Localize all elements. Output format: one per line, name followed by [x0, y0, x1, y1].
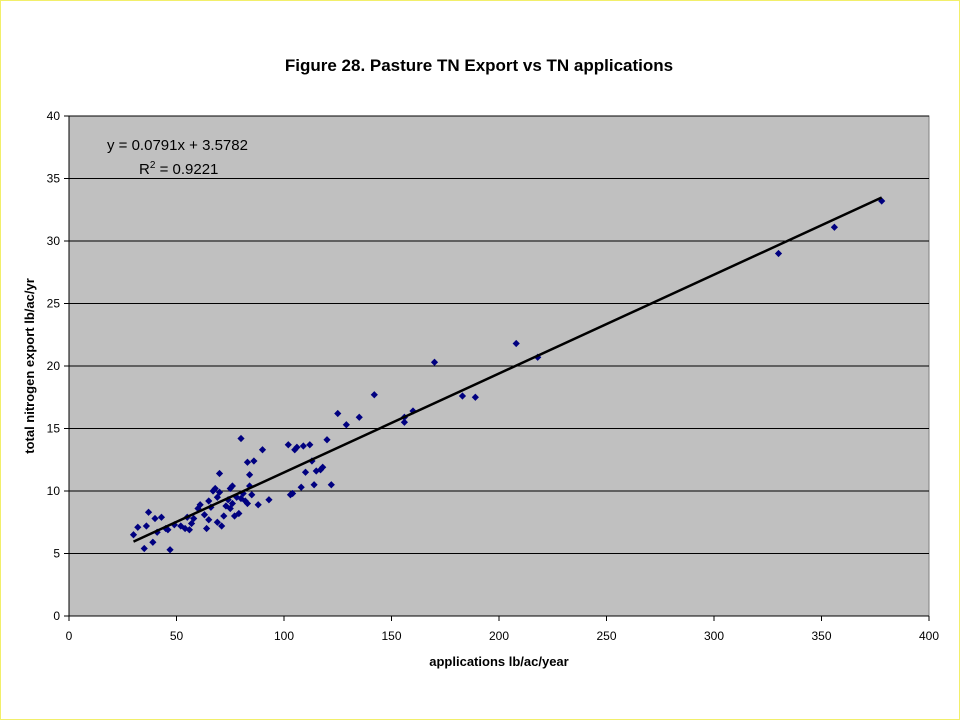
- data-point: [319, 463, 327, 471]
- data-point: [265, 496, 273, 504]
- data-point: [144, 508, 153, 516]
- data-point: [140, 544, 148, 553]
- data-point: [243, 499, 252, 508]
- x-tick-label: 350: [811, 629, 831, 643]
- data-point: [323, 436, 331, 444]
- x-tick-label: 50: [170, 629, 184, 643]
- data-point: [342, 421, 350, 429]
- x-tick-label: 150: [381, 629, 401, 643]
- data-point: [471, 393, 479, 401]
- y-tick-label: 5: [53, 547, 60, 561]
- data-point: [237, 434, 245, 443]
- data-point: [211, 484, 219, 493]
- data-point: [327, 481, 335, 489]
- data-point: [400, 418, 408, 426]
- y-tick-label: 10: [47, 484, 61, 498]
- data-point: [215, 488, 224, 496]
- y-tick-label: 35: [47, 172, 61, 186]
- data-point: [203, 524, 211, 533]
- y-axis-label: total nitrogen export lb/ac/yr: [22, 278, 37, 454]
- y-tick-label: 15: [47, 422, 61, 436]
- y-tick-label: 25: [47, 297, 61, 311]
- data-point: [243, 458, 252, 466]
- data-point: [218, 522, 226, 530]
- data-point: [830, 223, 838, 231]
- data-point: [129, 531, 138, 539]
- trendline-equation: y = 0.0791x + 3.5782: [107, 137, 248, 154]
- data-point: [185, 526, 193, 534]
- data-point: [166, 546, 174, 554]
- y-tick-label: 20: [47, 359, 61, 373]
- data-point: [284, 441, 292, 449]
- data-point: [250, 457, 258, 465]
- r-squared-label: R2 = 0.9221: [139, 160, 218, 178]
- data-point: [149, 538, 157, 546]
- data-point: [297, 483, 305, 491]
- x-tick-label: 100: [274, 629, 294, 643]
- data-point: [228, 499, 236, 508]
- data-point: [205, 516, 213, 524]
- x-tick-label: 400: [919, 629, 939, 643]
- data-point: [246, 471, 254, 479]
- data-point: [306, 441, 314, 449]
- x-tick-label: 250: [596, 629, 616, 643]
- data-point: [157, 513, 166, 521]
- data-point: [200, 511, 209, 519]
- data-point: [301, 468, 310, 476]
- data-point: [205, 497, 213, 505]
- data-point: [299, 442, 307, 450]
- data-point: [151, 514, 159, 523]
- plot-area: [64, 115, 930, 621]
- data-point: [213, 518, 221, 526]
- x-tick-label: 0: [66, 629, 73, 643]
- data-point: [142, 522, 150, 530]
- data-point: [258, 446, 267, 454]
- data-point: [774, 249, 783, 258]
- data-point: [248, 491, 256, 499]
- data-point: [512, 339, 520, 348]
- x-axis-label: applications lb/ac/year: [429, 654, 568, 669]
- y-tick-label: 30: [47, 234, 61, 248]
- data-point: [878, 197, 886, 205]
- data-point: [228, 482, 236, 490]
- data-point: [370, 391, 378, 399]
- data-point: [334, 409, 342, 418]
- data-point: [215, 469, 224, 478]
- data-point: [254, 501, 262, 509]
- data-point: [293, 443, 301, 451]
- data-point: [190, 514, 198, 523]
- data-point: [134, 523, 142, 531]
- data-point: [430, 358, 439, 366]
- y-tick-label: 0: [53, 609, 60, 623]
- y-tick-label: 40: [47, 109, 61, 123]
- data-point: [235, 509, 243, 518]
- data-point: [226, 504, 234, 513]
- x-tick-label: 200: [489, 629, 509, 643]
- data-point: [196, 501, 204, 509]
- x-tick-label: 300: [704, 629, 724, 643]
- data-point: [310, 481, 318, 489]
- data-point: [289, 489, 297, 498]
- data-point: [458, 392, 467, 400]
- trendline: [132, 196, 883, 543]
- data-point: [220, 512, 228, 520]
- chart-title: Figure 28. Pasture TN Export vs TN appli…: [285, 56, 673, 75]
- data-point: [355, 413, 363, 421]
